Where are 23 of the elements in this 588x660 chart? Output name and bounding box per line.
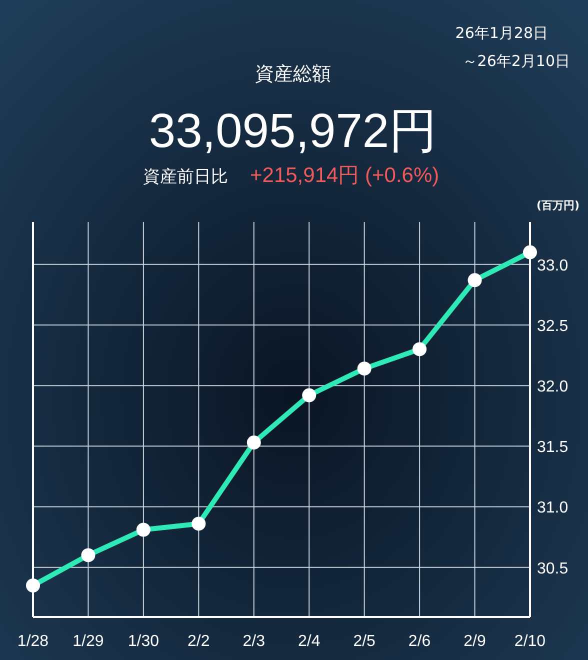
y-tick-label: 32.0 <box>537 378 568 396</box>
y-tick-label: 31.0 <box>537 500 568 517</box>
text: ～26年2月10日 <box>462 52 570 70</box>
y-tick-label: 33.0 <box>537 257 568 274</box>
y-tick-label: 31.5 <box>537 439 568 456</box>
y-tick-label: 32.5 <box>537 318 568 335</box>
x-tick-label: 1/30 <box>128 633 160 650</box>
x-tick-label: 2/5 <box>353 633 376 650</box>
x-tick-label: 2/6 <box>408 633 431 650</box>
x-tick-label: 2/4 <box>298 633 320 650</box>
x-tick-label: 2/3 <box>242 633 266 650</box>
text: 資産前日比 <box>143 167 228 187</box>
x-tick-label: 1/28 <box>17 633 49 650</box>
text: +215,914円 (+0.6%) <box>250 164 440 187</box>
y-axis-title: (百万円) <box>536 199 580 212</box>
x-tick-label: 1/29 <box>72 633 104 650</box>
y-tick-label: 30.5 <box>537 560 568 578</box>
text: 26年1月28日 <box>455 24 548 42</box>
text: 33,095,972円 <box>148 105 438 158</box>
chart-title: 資産総額 <box>255 63 331 85</box>
x-tick-label: 2/2 <box>188 633 210 650</box>
x-tick-label: 2/10 <box>514 633 546 650</box>
x-tick-label: 2/9 <box>464 633 486 650</box>
